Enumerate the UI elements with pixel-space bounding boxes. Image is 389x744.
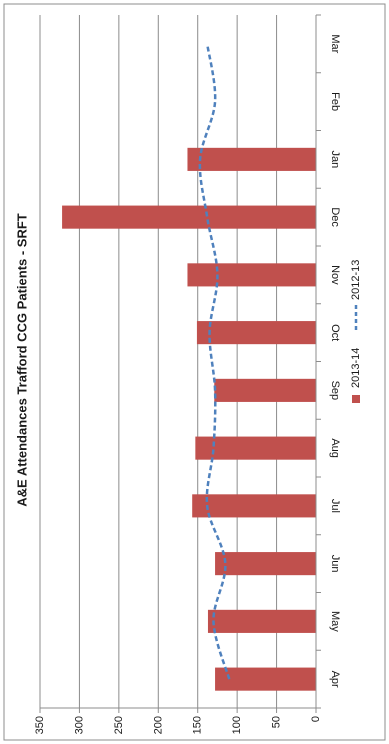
value-tick-label: 150 [192, 716, 204, 734]
axes [39, 14, 321, 713]
category-label-mar: Mar [329, 34, 341, 53]
bars-2013-14 [62, 147, 316, 691]
value-tick-label: 350 [34, 716, 46, 734]
value-tick-label: 0 [310, 716, 322, 722]
value-tick-label: 300 [73, 716, 85, 734]
category-tick-labels: Apr May Jun Jul Aug Sep Oct Nov Dec Jan Feb Mar [329, 34, 341, 688]
bar-dec [62, 205, 316, 229]
bar-jun [215, 552, 316, 576]
legend-swatch-2013-14 [352, 395, 360, 403]
chart-border [3, 3, 386, 741]
category-label-dec: Dec [329, 207, 341, 227]
category-label-sep: Sep [329, 381, 341, 401]
value-tick-label: 250 [113, 716, 125, 734]
category-label-nov: Nov [329, 265, 341, 285]
chart-title: A&E Attendances Trafford CCG Patients - … [15, 213, 30, 507]
category-label-jun: Jun [329, 555, 341, 573]
category-label-jul: Jul [329, 499, 341, 513]
category-label-jan: Jan [329, 151, 341, 169]
bar-apr [215, 667, 316, 691]
value-tick-label: 50 [271, 716, 283, 728]
category-label-feb: Feb [329, 92, 341, 111]
bar-may [207, 609, 316, 633]
gridlines [39, 15, 278, 708]
value-tick-label: 200 [152, 716, 164, 734]
bar-aug [195, 436, 316, 460]
bar-nov [187, 263, 316, 287]
category-label-aug: Aug [329, 438, 341, 458]
legend-label-2013-14: 2013-14 [350, 348, 362, 388]
value-tick-label: 100 [231, 716, 243, 734]
bar-jul [192, 494, 316, 518]
bar-sep [214, 378, 316, 402]
bar-oct [196, 321, 316, 345]
value-tick-labels: 0 50 100 150 200 250 300 350 [34, 716, 322, 734]
legend-label-2012-13: 2012-13 [350, 260, 362, 300]
legend: 2013-14 2012-13 [350, 260, 362, 403]
category-label-apr: Apr [329, 671, 341, 688]
category-label-oct: Oct [329, 324, 341, 341]
category-label-may: May [329, 611, 341, 632]
line-2012-13 [198, 43, 231, 680]
bar-jan [187, 147, 316, 171]
